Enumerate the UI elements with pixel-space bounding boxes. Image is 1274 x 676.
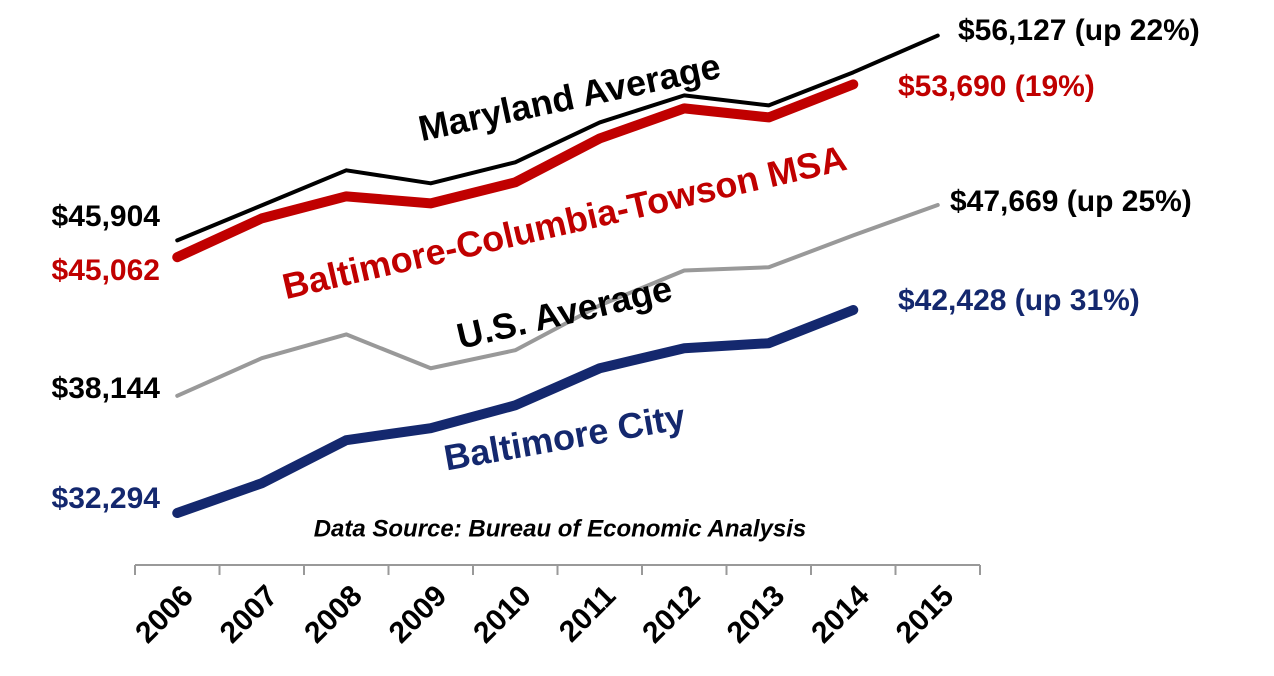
- x-tick-label: 2009: [383, 579, 454, 650]
- value-label: $38,144: [52, 372, 161, 405]
- x-tick-label: 2006: [129, 579, 200, 650]
- x-tick-label: 2013: [721, 579, 792, 650]
- x-tick-label: 2011: [553, 579, 622, 648]
- x-tick-label: 2015: [890, 579, 961, 650]
- value-label: $45,062: [52, 254, 160, 287]
- series-line: [175, 33, 940, 243]
- value-label: $47,669 (up 25%): [950, 185, 1192, 218]
- x-tick-label: 2010: [467, 579, 538, 650]
- x-tick-label: 2008: [298, 579, 369, 650]
- x-tick-label: 2007: [214, 579, 285, 650]
- value-label: $45,904: [52, 200, 161, 233]
- source-note: Data Source: Bureau of Economic Analysis: [314, 515, 807, 542]
- value-label: $53,690 (19%): [898, 70, 1095, 103]
- value-label: $56,127 (up 22%): [958, 14, 1200, 47]
- series-name: Baltimore City: [441, 396, 688, 479]
- series-line: [175, 202, 940, 398]
- x-tick-label: 2012: [636, 579, 707, 650]
- value-label: $32,294: [52, 482, 161, 515]
- value-label: $42,428 (up 31%): [898, 284, 1140, 317]
- x-tick-label: 2014: [805, 579, 876, 650]
- series-name: Baltimore-Columbia-Towson MSA: [278, 137, 850, 307]
- series-line: [172, 304, 859, 519]
- series-name: U.S. Average: [453, 267, 676, 356]
- series-line: [172, 79, 859, 263]
